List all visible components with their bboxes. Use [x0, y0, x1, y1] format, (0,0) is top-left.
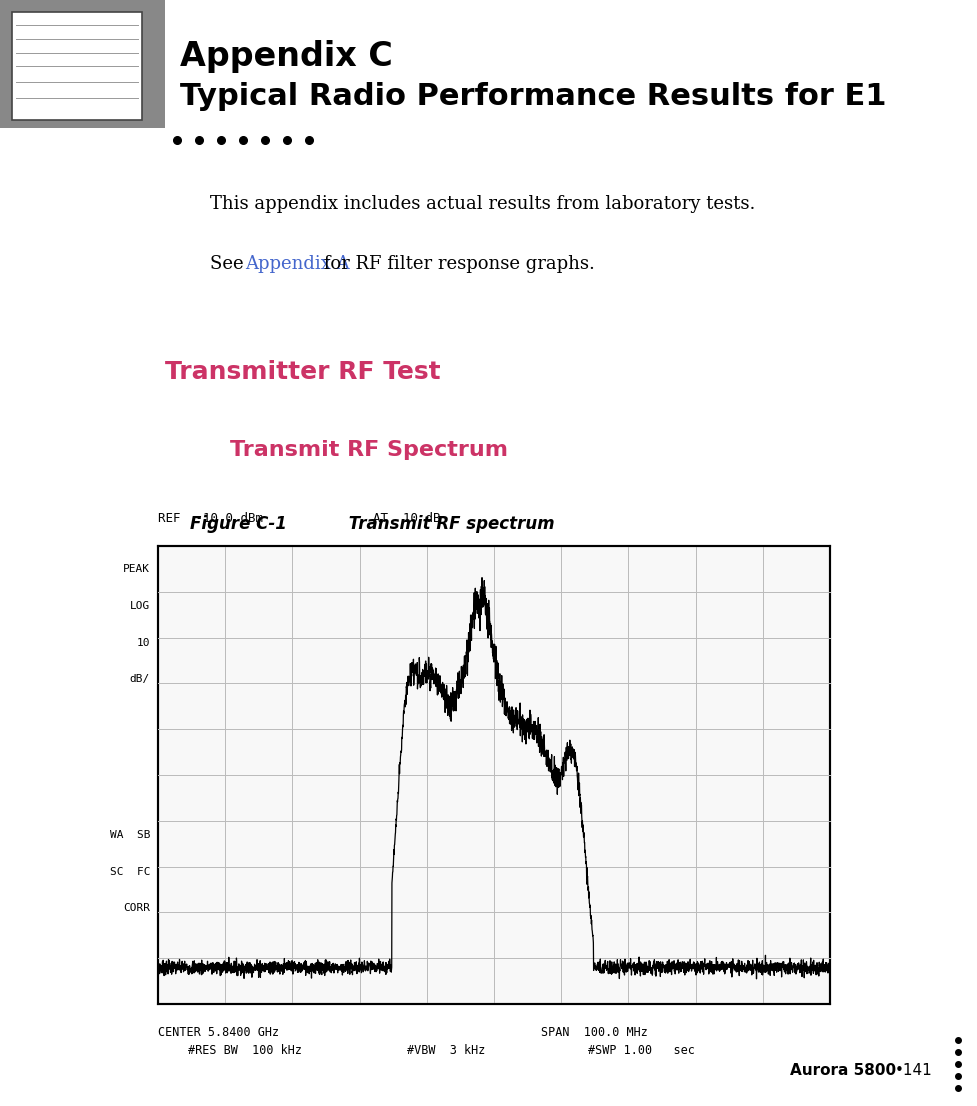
Text: SC  FC: SC FC: [109, 867, 150, 877]
Text: Appendix C: Appendix C: [180, 40, 393, 73]
Text: LOG: LOG: [130, 601, 150, 611]
Text: Aurora 5800: Aurora 5800: [790, 1063, 896, 1078]
Text: WA  SB: WA SB: [109, 830, 150, 839]
Text: PEAK: PEAK: [123, 564, 150, 574]
Text: #VBW  3 kHz: #VBW 3 kHz: [406, 1044, 485, 1057]
Text: 10: 10: [137, 637, 150, 648]
Text: for RF filter response graphs.: for RF filter response graphs.: [318, 255, 595, 273]
Bar: [158, 546, 830, 1004]
Text: Appendix A: Appendix A: [245, 255, 350, 273]
Bar: [12, 12, 142, 119]
Text: #RES BW  100 kHz: #RES BW 100 kHz: [188, 1044, 302, 1057]
Text: Figure C-1: Figure C-1: [190, 515, 287, 533]
Text: REF  -10.0 dBm: REF -10.0 dBm: [158, 511, 263, 524]
Text: #SWP 1.00   sec: #SWP 1.00 sec: [588, 1044, 695, 1057]
Text: AT  10 dB: AT 10 dB: [373, 511, 441, 524]
Text: Transmit RF spectrum: Transmit RF spectrum: [320, 515, 555, 533]
Text: This appendix includes actual results from laboratory tests.: This appendix includes actual results fr…: [210, 195, 755, 213]
Text: •141: •141: [895, 1063, 933, 1078]
Text: CENTER 5.8400 GHz: CENTER 5.8400 GHz: [158, 1026, 279, 1039]
Text: Transmitter RF Test: Transmitter RF Test: [165, 359, 441, 384]
Text: See: See: [210, 255, 249, 273]
Text: Transmit RF Spectrum: Transmit RF Spectrum: [230, 440, 508, 460]
Text: CORR: CORR: [123, 904, 150, 914]
Bar: [0, 0, 165, 128]
Text: dB/: dB/: [130, 675, 150, 685]
Text: SPAN  100.0 MHz: SPAN 100.0 MHz: [541, 1026, 648, 1039]
Text: Typical Radio Performance Results for E1: Typical Radio Performance Results for E1: [180, 82, 886, 111]
